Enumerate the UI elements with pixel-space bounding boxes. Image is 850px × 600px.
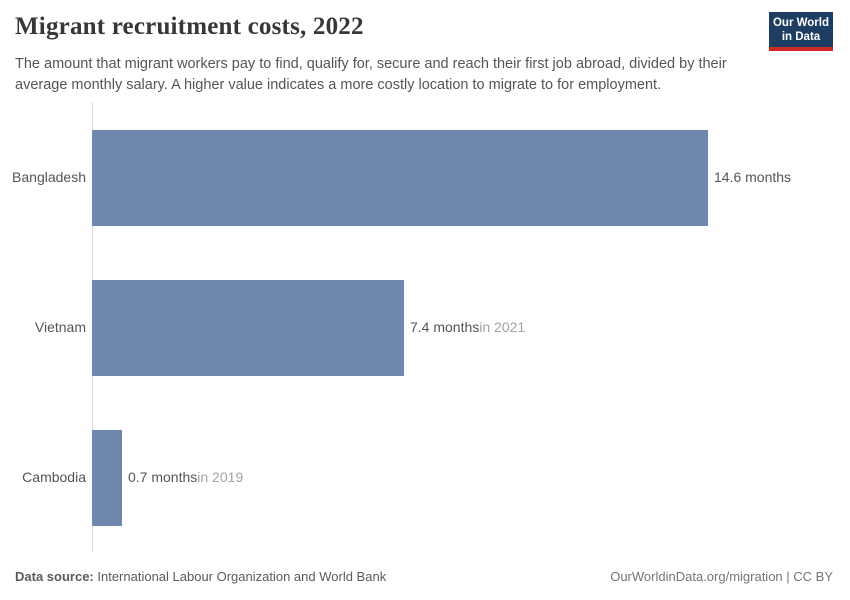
entity-label-vietnam: Vietnam xyxy=(34,319,86,335)
value-label: 7.4 monthsin 2021 xyxy=(410,319,525,335)
chart-footer: Data source: International Labour Organi… xyxy=(15,569,833,584)
year-note: in 2019 xyxy=(197,469,244,485)
value-label: 14.6 months xyxy=(714,169,791,185)
data-source-label: Data source: xyxy=(15,569,94,584)
chart-row: Cambodia 0.7 monthsin 2019 xyxy=(0,402,850,552)
value-text: 0.7 months xyxy=(128,469,198,485)
page-title: Migrant recruitment costs, 2022 xyxy=(15,13,364,40)
owid-logo-line2: in Data xyxy=(781,31,821,43)
owid-logo: Our World in Data xyxy=(769,12,833,51)
bar-bangladesh[interactable] xyxy=(92,130,708,226)
bar-cambodia[interactable] xyxy=(92,430,122,526)
data-source: Data source: International Labour Organi… xyxy=(15,569,386,584)
owid-link[interactable]: OurWorldinData.org/migration | CC BY xyxy=(610,569,833,584)
chart-row: Vietnam 7.4 monthsin 2021 xyxy=(0,252,850,402)
bar-chart: Bangladesh 14.6 months Vietnam 7.4 monthsin… xyxy=(0,102,850,552)
chart-subtitle: The amount that migrant workers pay to f… xyxy=(15,56,727,94)
entity-label-bangladesh: Bangladesh xyxy=(12,169,86,185)
year-note: in 2021 xyxy=(479,319,526,335)
entity-label-cambodia: Cambodia xyxy=(22,469,86,485)
value-label: 0.7 monthsin 2019 xyxy=(128,469,243,485)
owid-logo-line1: Our World xyxy=(772,17,829,29)
value-text: 14.6 months xyxy=(714,169,792,185)
value-text: 7.4 months xyxy=(410,319,480,335)
chart-row: Bangladesh 14.6 months xyxy=(0,102,850,252)
data-source-text: International Labour Organization and Wo… xyxy=(93,569,387,584)
bar-vietnam[interactable] xyxy=(92,280,404,376)
